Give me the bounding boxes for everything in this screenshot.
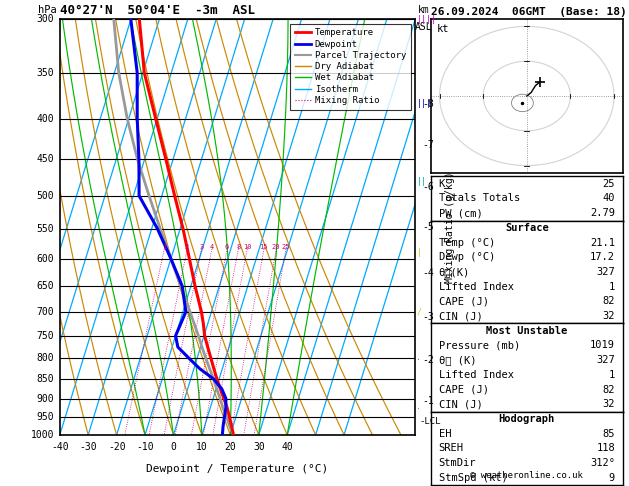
Text: 40°27'N  50°04'E  -3m  ASL: 40°27'N 50°04'E -3m ASL [60,4,255,17]
Text: 327: 327 [596,355,615,365]
Text: 750: 750 [37,330,55,341]
Text: Temp (°C): Temp (°C) [438,238,495,247]
Text: 1: 1 [162,244,166,250]
Text: 850: 850 [37,374,55,384]
Text: 1019: 1019 [590,341,615,350]
Text: 650: 650 [37,281,55,291]
Text: -8: -8 [423,99,435,109]
Legend: Temperature, Dewpoint, Parcel Trajectory, Dry Adiabat, Wet Adiabat, Isotherm, Mi: Temperature, Dewpoint, Parcel Trajectory… [291,24,411,109]
Text: Hodograph: Hodograph [499,414,555,424]
Text: 40: 40 [281,442,293,452]
Text: -2: -2 [423,355,435,365]
Text: 15: 15 [260,244,268,250]
Text: Dewpoint / Temperature (°C): Dewpoint / Temperature (°C) [147,464,328,474]
Text: 800: 800 [37,353,55,363]
Text: 950: 950 [37,412,55,422]
Text: 82: 82 [603,296,615,306]
Text: km: km [418,4,430,15]
Text: StmSpd (kt): StmSpd (kt) [438,473,508,483]
Text: -LCL: -LCL [420,417,441,426]
Text: 10: 10 [243,244,252,250]
Text: |||: ||| [416,99,431,108]
Text: -6: -6 [423,182,435,192]
Text: |: | [416,248,421,258]
Text: 3: 3 [199,244,203,250]
Text: SREH: SREH [438,443,464,453]
Text: 2: 2 [185,244,189,250]
Text: ASL: ASL [415,22,433,32]
Text: .: . [416,402,421,411]
Text: Mixing Ratio (g/kg): Mixing Ratio (g/kg) [445,172,455,283]
Text: -20: -20 [108,442,125,452]
Text: 0: 0 [170,442,176,452]
Text: 20: 20 [272,244,281,250]
Text: .: . [416,353,421,363]
Text: 8: 8 [236,244,240,250]
Text: 118: 118 [596,443,615,453]
Text: Most Unstable: Most Unstable [486,326,567,336]
Text: K: K [438,179,445,189]
Text: 6: 6 [225,244,229,250]
Text: 85: 85 [603,429,615,439]
Text: -3: -3 [423,312,435,322]
Text: 30: 30 [253,442,265,452]
Text: Pressure (mb): Pressure (mb) [438,341,520,350]
Text: 350: 350 [37,68,55,78]
Text: 2.79: 2.79 [590,208,615,218]
Text: 26.09.2024  06GMT  (Base: 18): 26.09.2024 06GMT (Base: 18) [431,7,626,17]
Text: 20: 20 [225,442,237,452]
Text: ||||: |||| [416,15,437,24]
Text: StmDir: StmDir [438,458,476,468]
Text: 17.2: 17.2 [590,252,615,262]
Text: 32: 32 [603,399,615,409]
Text: -5: -5 [423,223,435,232]
Text: 1000: 1000 [31,430,55,440]
Text: 21.1: 21.1 [590,238,615,247]
Text: θᴇ(K): θᴇ(K) [438,267,470,277]
Text: Surface: Surface [505,223,548,233]
Text: 9: 9 [609,473,615,483]
Text: Lifted Index: Lifted Index [438,282,513,292]
Text: CAPE (J): CAPE (J) [438,296,489,306]
Text: 4: 4 [209,244,214,250]
Text: 32: 32 [603,311,615,321]
Text: 600: 600 [37,254,55,264]
Text: 700: 700 [37,307,55,317]
Text: 1: 1 [609,282,615,292]
Text: CIN (J): CIN (J) [438,399,482,409]
Text: 900: 900 [37,394,55,403]
Text: -10: -10 [136,442,154,452]
Text: Totals Totals: Totals Totals [438,193,520,204]
Text: 550: 550 [37,224,55,234]
Text: hPa: hPa [38,5,57,15]
Text: 82: 82 [603,384,615,395]
Text: -30: -30 [79,442,97,452]
Text: Lifted Index: Lifted Index [438,370,513,380]
Text: EH: EH [438,429,451,439]
Text: 300: 300 [37,15,55,24]
Text: /: / [416,307,421,316]
Text: CIN (J): CIN (J) [438,311,482,321]
Text: ||: || [416,177,426,186]
Text: -7: -7 [423,140,435,150]
Text: 25: 25 [282,244,290,250]
Text: 25: 25 [603,179,615,189]
Text: © weatheronline.co.uk: © weatheronline.co.uk [470,471,583,480]
Text: kt: kt [437,24,449,34]
Text: 312°: 312° [590,458,615,468]
Text: 10: 10 [196,442,208,452]
Text: -4: -4 [423,268,435,278]
Text: 500: 500 [37,191,55,201]
Text: 327: 327 [596,267,615,277]
Text: 400: 400 [37,114,55,124]
Text: PW (cm): PW (cm) [438,208,482,218]
Text: Dewp (°C): Dewp (°C) [438,252,495,262]
Text: CAPE (J): CAPE (J) [438,384,489,395]
Text: 1: 1 [609,370,615,380]
Text: 450: 450 [37,155,55,164]
Text: θᴇ (K): θᴇ (K) [438,355,476,365]
Text: -40: -40 [51,442,69,452]
Text: 40: 40 [603,193,615,204]
Text: -1: -1 [423,396,435,405]
